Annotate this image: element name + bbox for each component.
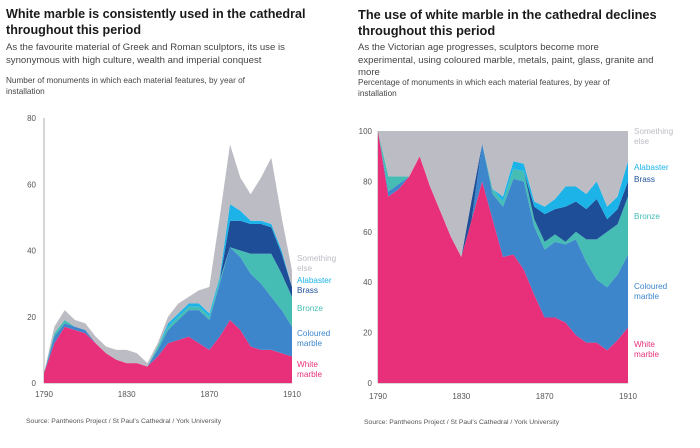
left-y-tick-0: 0 <box>32 379 37 388</box>
left-legend-coloured-marble-line-1: Coloured <box>297 329 331 338</box>
right-x-tick-1790: 1790 <box>369 392 387 401</box>
right-legend-bronze: Bronze <box>634 212 660 221</box>
left-legend-something-else-line-1: Something <box>297 254 337 263</box>
left-x-tick-1910: 1910 <box>283 390 301 399</box>
right-area-alabaster <box>378 131 628 257</box>
right-legend-coloured-marble-line-2: marble <box>634 292 659 301</box>
left-y-tick-60: 60 <box>27 180 36 189</box>
left-legend-brass: Brass <box>297 286 318 295</box>
left-legend-white-marble-line-2: marble <box>297 370 322 379</box>
left-y-tick-20: 20 <box>27 313 36 322</box>
left-x-tick-1830: 1830 <box>118 390 136 399</box>
left-area-brass <box>44 220 292 374</box>
right-y-axis-title: Percentage of monuments in which each ma… <box>358 78 610 98</box>
right-legend-something-else-line-1: Something <box>634 127 674 136</box>
left-x-tick-1870: 1870 <box>200 390 218 399</box>
left-legend-coloured-marble-line-2: marble <box>297 339 322 348</box>
right-legend-white-marble-line-2: marble <box>634 350 659 359</box>
left-y-axis-title: Number of monuments in which each materi… <box>6 76 245 96</box>
right-legend-white-marble-line-1: White <box>634 340 655 349</box>
left-legend-alabaster: Alabaster <box>297 276 332 285</box>
left-legend-white-marble-line-1: White <box>297 360 318 369</box>
right-y-tick-100: 100 <box>359 127 373 136</box>
right-legend-brass: Brass <box>634 175 655 184</box>
right-legend-something-else-line-2: else <box>634 137 649 146</box>
left-area-something-else <box>44 144 292 374</box>
left-area-coloured-marble <box>44 247 292 374</box>
right-chart-title: The use of white marble in the cathedral… <box>358 7 657 38</box>
right-source-note: Source: Pantheons Project / St Paul's Ca… <box>364 419 560 426</box>
left-y-tick-40: 40 <box>27 247 36 256</box>
left-area-bronze <box>44 247 292 374</box>
left-chart-panel: White marble is consistently used in the… <box>0 0 348 448</box>
right-chart-panel: The use of white marble in the cathedral… <box>352 0 700 448</box>
right-y-tick-20: 20 <box>363 329 372 338</box>
left-chart-subtitle: As the favourite material of Greek and R… <box>6 42 285 66</box>
right-area-coloured-marble <box>378 131 628 351</box>
right-y-tick-60: 60 <box>363 228 372 237</box>
left-chart-title: White marble is consistently used in the… <box>6 7 306 37</box>
right-x-tick-1870: 1870 <box>536 392 554 401</box>
right-x-tick-1910: 1910 <box>619 392 637 401</box>
right-y-tick-40: 40 <box>363 278 372 287</box>
left-legend-bronze: Bronze <box>297 304 323 313</box>
left-y-tick-80: 80 <box>27 114 36 123</box>
right-chart-subtitle: As the Victorian age progresses, sculpto… <box>358 42 654 78</box>
left-legend-something-else-line-2: else <box>297 264 312 273</box>
right-area-bronze <box>378 131 628 288</box>
right-area-brass <box>378 131 628 257</box>
right-legend-alabaster: Alabaster <box>634 163 669 172</box>
left-area-white-marble <box>44 320 292 383</box>
right-y-tick-80: 80 <box>363 177 372 186</box>
right-y-tick-0: 0 <box>368 379 373 388</box>
right-x-tick-1830: 1830 <box>452 392 470 401</box>
left-source-note: Source: Pantheons Project / St Paul's Ca… <box>26 418 222 425</box>
left-x-tick-1790: 1790 <box>35 390 53 399</box>
right-legend-coloured-marble-line-1: Coloured <box>634 282 668 291</box>
right-area-something-else <box>378 131 628 257</box>
